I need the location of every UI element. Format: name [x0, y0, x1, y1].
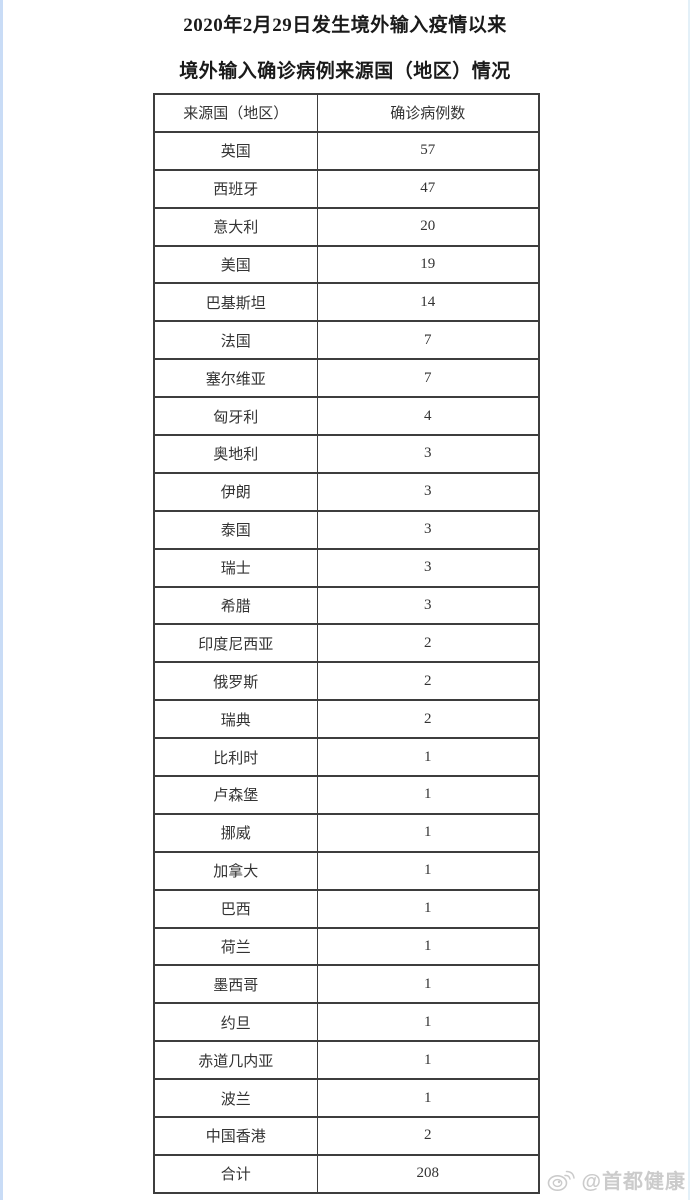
table-row: 荷兰 1	[153, 926, 540, 967]
country-cell: 奥地利	[153, 434, 318, 474]
cases-cell: 2	[316, 623, 540, 664]
table-row: 波兰 1	[153, 1078, 540, 1119]
country-cell: 塞尔维亚	[153, 358, 318, 399]
table-row: 匈牙利 4	[153, 396, 540, 437]
cases-cell: 1	[316, 737, 540, 778]
table-row: 奥地利 3	[153, 434, 540, 474]
table-row: 法国 7	[153, 320, 540, 361]
table-row: 伊朗 3	[153, 471, 540, 512]
table-row: 意大利 20	[153, 206, 540, 247]
table-row: 赤道几内亚 1	[153, 1040, 540, 1081]
table-row: 中国香港 2	[153, 1116, 540, 1156]
cases-cell: 1	[316, 1002, 540, 1043]
country-cell: 荷兰	[153, 926, 318, 967]
cases-cell: 1	[316, 812, 540, 853]
country-cell: 墨西哥	[153, 964, 318, 1005]
country-cell: 法国	[153, 320, 318, 361]
watermark-handle: @首都健康	[581, 1171, 686, 1193]
table-row: 俄罗斯 2	[153, 661, 540, 702]
country-cell: 合计	[153, 1153, 318, 1194]
table-row: 卢森堡 1	[153, 775, 540, 815]
cases-cell: 19	[316, 244, 540, 285]
cases-cell: 1	[316, 850, 540, 891]
country-cell: 美国	[153, 244, 318, 285]
cases-cell: 7	[316, 320, 540, 361]
country-cell: 西班牙	[153, 168, 318, 209]
cases-cell: 4	[316, 396, 540, 437]
col-header-confirmed-cases: 确诊病例数	[316, 93, 540, 133]
table-row: 印度尼西亚 2	[153, 623, 540, 664]
cases-cell: 20	[316, 206, 540, 247]
table-row: 塞尔维亚 7	[153, 358, 540, 399]
cases-cell: 3	[316, 585, 540, 626]
cases-cell: 1	[316, 775, 540, 815]
table-row: 希腊 3	[153, 585, 540, 626]
country-cell: 印度尼西亚	[153, 623, 318, 664]
cases-cell: 1	[316, 1040, 540, 1081]
country-cell: 俄罗斯	[153, 661, 318, 702]
table-row: 加拿大 1	[153, 850, 540, 891]
right-edge-strip	[688, 0, 690, 1200]
country-cell: 赤道几内亚	[153, 1040, 318, 1081]
country-cell: 意大利	[153, 206, 318, 247]
cases-cell: 3	[316, 471, 540, 512]
table-header-row: 来源国（地区） 确诊病例数	[153, 93, 540, 133]
country-cell: 波兰	[153, 1078, 318, 1119]
watermark: @首都健康	[546, 1165, 686, 1194]
page-subtitle: 境外输入确诊病例来源国（地区）情况	[179, 61, 511, 82]
country-cell: 卢森堡	[153, 775, 318, 815]
country-cell: 加拿大	[153, 850, 318, 891]
table-row: 美国 19	[153, 244, 540, 285]
cases-cell: 3	[316, 509, 540, 550]
cases-cell: 1	[316, 964, 540, 1005]
table-row: 挪威 1	[153, 812, 540, 853]
cases-cell: 1	[316, 1078, 540, 1119]
country-cell: 挪威	[153, 812, 318, 853]
col-header-source-country: 来源国（地区）	[153, 93, 318, 133]
table-row: 英国 57	[153, 130, 540, 171]
weibo-icon	[546, 1167, 576, 1193]
cases-table: 来源国（地区） 确诊病例数 英国 57 西班牙 47 意大利 20 美国 19 巴基斯坦 14 法国…	[153, 93, 540, 1194]
table-row: 泰国 3	[153, 509, 540, 550]
table-row: 瑞典 2	[153, 699, 540, 740]
country-cell: 巴西	[153, 888, 318, 929]
country-cell: 瑞典	[153, 699, 318, 740]
cases-cell: 14	[316, 282, 540, 323]
country-cell: 中国香港	[153, 1116, 318, 1156]
table-row: 约旦 1	[153, 1002, 540, 1043]
cases-cell: 2	[316, 661, 540, 702]
cases-cell: 47	[316, 168, 540, 209]
cases-cell: 7	[316, 358, 540, 399]
page-title: 2020年2月29日发生境外输入疫情以来	[183, 15, 507, 36]
country-cell: 希腊	[153, 585, 318, 626]
cases-cell: 1	[316, 888, 540, 929]
table-row: 西班牙 47	[153, 168, 540, 209]
cases-cell: 3	[316, 547, 540, 588]
cases-cell: 2	[316, 1116, 540, 1156]
country-cell: 英国	[153, 130, 318, 171]
country-cell: 巴基斯坦	[153, 282, 318, 323]
country-cell: 约旦	[153, 1002, 318, 1043]
cases-table-body: 英国 57 西班牙 47 意大利 20 美国 19 巴基斯坦 14 法国 7 塞尔维亚 7 匈牙利 4 奥地利 3…	[153, 130, 540, 1194]
cases-cell: 1	[316, 926, 540, 967]
cases-cell: 208	[316, 1153, 540, 1194]
table-row: 墨西哥 1	[153, 964, 540, 1005]
table-row: 比利时 1	[153, 737, 540, 778]
table-row: 巴基斯坦 14	[153, 282, 540, 323]
country-cell: 泰国	[153, 509, 318, 550]
country-cell: 伊朗	[153, 471, 318, 512]
country-cell: 瑞士	[153, 547, 318, 588]
cases-cell: 57	[316, 130, 540, 171]
country-cell: 匈牙利	[153, 396, 318, 437]
table-row: 巴西 1	[153, 888, 540, 929]
table-row: 瑞士 3	[153, 547, 540, 588]
country-cell: 比利时	[153, 737, 318, 778]
left-edge-strip	[0, 0, 3, 1200]
cases-cell: 3	[316, 434, 540, 474]
table-total-row: 合计 208	[153, 1153, 540, 1194]
cases-cell: 2	[316, 699, 540, 740]
